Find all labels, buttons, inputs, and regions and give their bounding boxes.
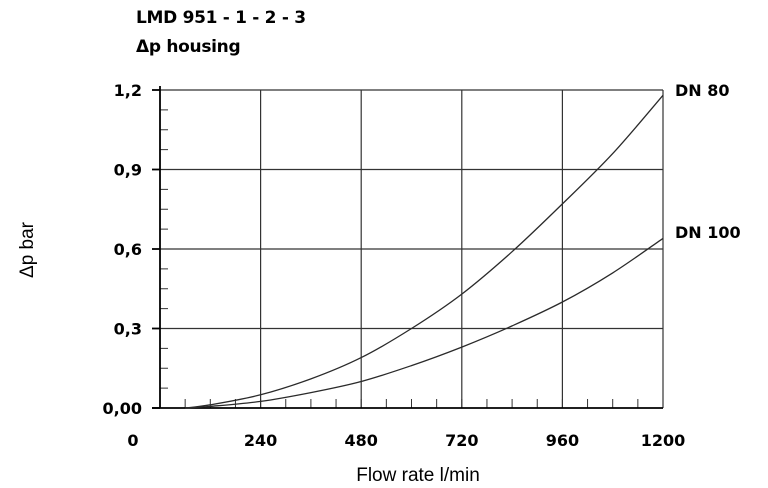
axes	[152, 86, 663, 409]
x-tick-label: 240	[244, 431, 277, 450]
y-axis-label: Δp bar	[17, 221, 38, 278]
series-label-dn100: DN 100	[675, 223, 741, 242]
grid-lines	[160, 89, 664, 408]
x-tick-label: 480	[344, 431, 377, 450]
chart-subtitle: Δp housing	[136, 37, 241, 57]
series-lines	[185, 94, 664, 409]
minor-ticks	[159, 109, 664, 408]
series-line-dn80	[185, 94, 664, 409]
series-line-dn100	[185, 237, 664, 409]
x-tick-label: 1200	[641, 431, 686, 450]
x-axis-label: Flow rate l/min	[356, 465, 480, 486]
x-tick-label: 0	[127, 431, 138, 450]
x-tick-label: 960	[546, 431, 579, 450]
y-tick-label: 1,2	[114, 81, 142, 100]
labels: DN 80 DN 100 0,00 0,3 0,6 0,9 1,2 0 240 480 720 960…	[17, 81, 741, 486]
x-tick-label: 720	[445, 431, 478, 450]
chart-title: LMD 951 - 1 - 2 - 3	[136, 8, 306, 28]
y-tick-label: 0,3	[114, 320, 142, 339]
series-label-dn80: DN 80	[675, 81, 730, 100]
y-tick-label: 0,9	[114, 161, 142, 180]
y-tick-label: 0,00	[103, 399, 142, 418]
y-tick-label: 0,6	[114, 240, 142, 259]
